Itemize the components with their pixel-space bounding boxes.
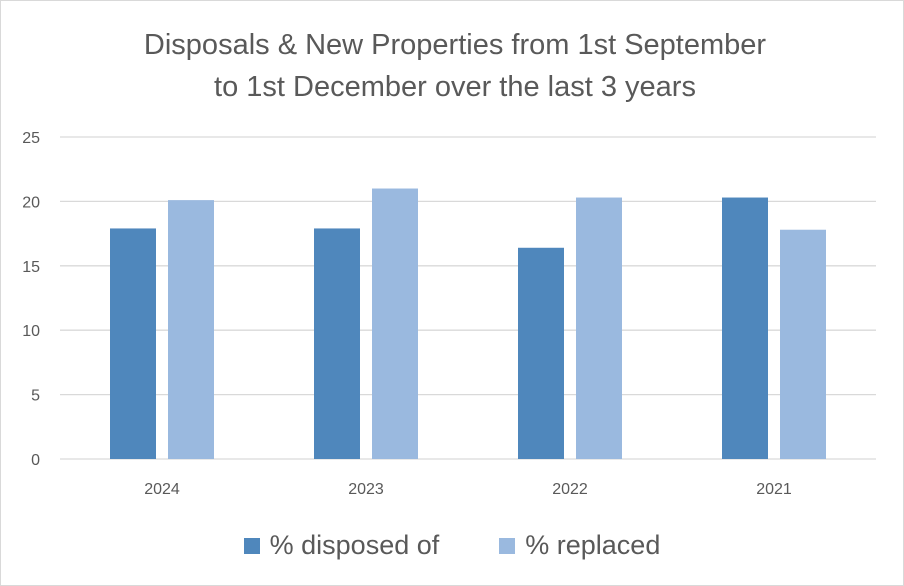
chart-title-line-1: Disposals & New Properties from 1st Sept… [143, 29, 767, 61]
bar-2023-series-1[interactable] [372, 188, 418, 459]
bar-2022-series-1[interactable] [576, 197, 622, 459]
x-axis-ticks: 2024 2023 2022 2021 [144, 481, 792, 498]
legend: % disposed of % replaced [0, 530, 904, 561]
x-tick-label-2022: 2022 [552, 481, 588, 498]
bar-2021-series-1[interactable] [780, 229, 826, 459]
x-tick-label-2024: 2024 [144, 481, 180, 498]
legend-item-disposed[interactable]: % disposed of [243, 530, 440, 561]
bars [110, 188, 826, 459]
legend-item-replaced[interactable]: % replaced [499, 530, 660, 561]
chart-title: Disposals & New Properties from 1st Sept… [60, 24, 850, 108]
y-axis-ticks: 0 5 10 15 20 25 [22, 130, 40, 469]
y-tick-label: 10 [22, 323, 40, 340]
legend-swatch-disposed [243, 537, 260, 554]
legend-swatch-replaced [499, 537, 516, 554]
x-tick-label-2021: 2021 [756, 481, 792, 498]
x-tick-label-2023: 2023 [348, 481, 384, 498]
bar-2022-series-0[interactable] [518, 247, 564, 459]
bar-2021-series-0[interactable] [722, 197, 768, 459]
y-tick-label: 25 [22, 130, 40, 147]
bar-2024-series-0[interactable] [110, 228, 156, 459]
bar-2024-series-1[interactable] [168, 200, 214, 459]
y-tick-label: 15 [22, 259, 40, 276]
bar-2023-series-0[interactable] [314, 228, 360, 459]
y-tick-label: 20 [22, 194, 40, 211]
y-tick-label: 5 [31, 388, 40, 405]
y-tick-label: 0 [31, 452, 40, 469]
legend-label-disposed: % disposed of [269, 530, 440, 560]
chart-title-line-2: to 1st December over the last 3 years [214, 71, 696, 103]
legend-label-replaced: % replaced [525, 530, 661, 560]
